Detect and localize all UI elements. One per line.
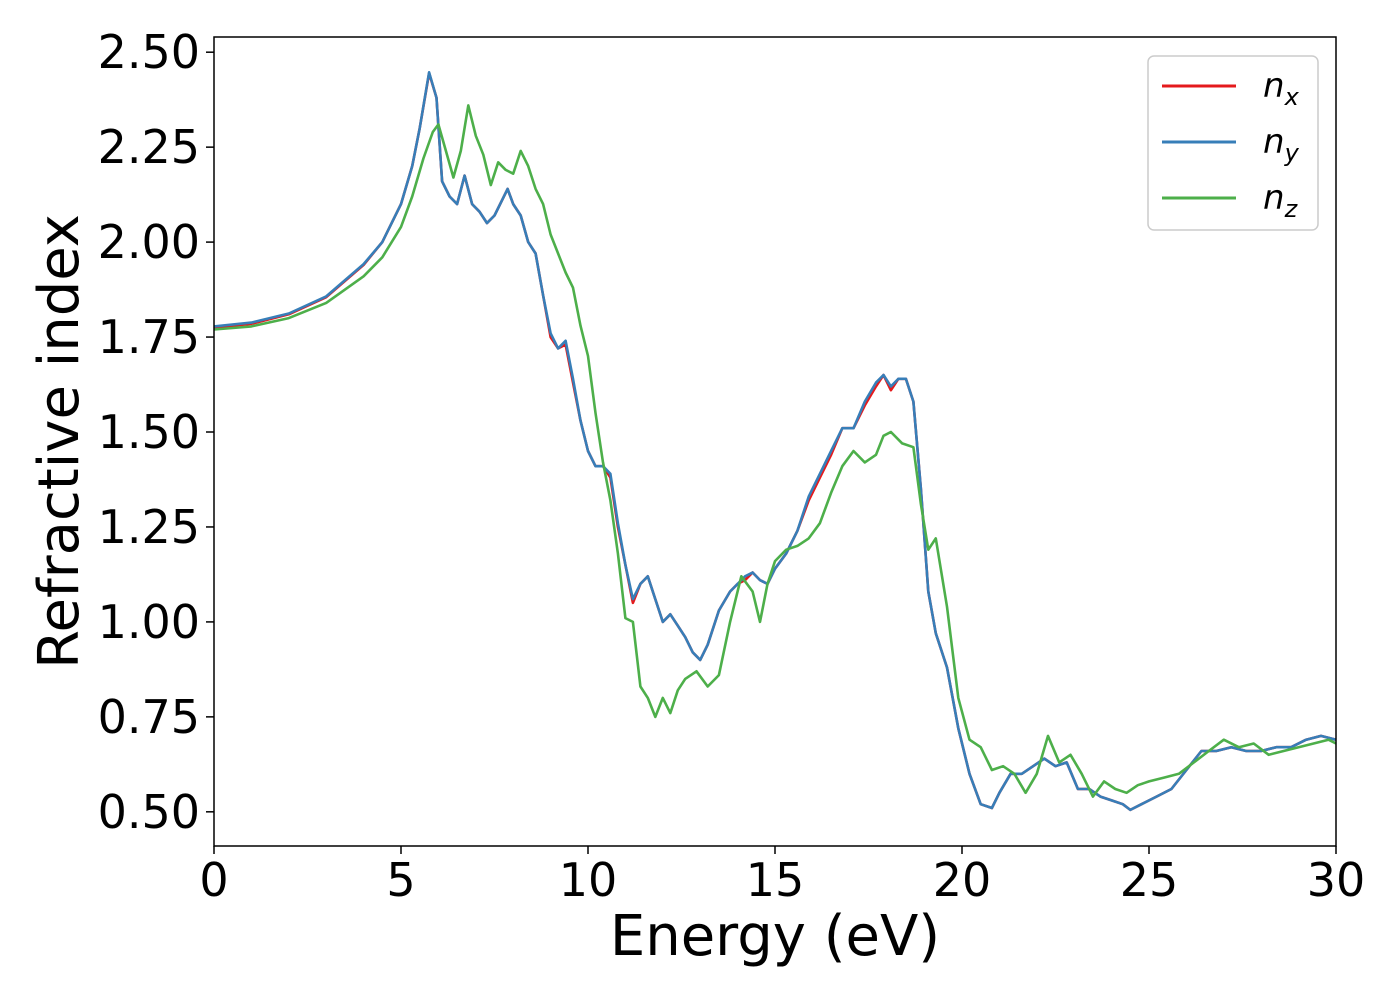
y-tick-label: 0.75 — [98, 690, 200, 744]
x-tick-label: 15 — [746, 853, 805, 907]
x-tick-label: 10 — [559, 853, 618, 907]
x-tick-label: 25 — [1120, 853, 1179, 907]
x-tick-label: 5 — [386, 853, 415, 907]
series-line-nz — [214, 104, 1336, 798]
y-tick-label: 2.00 — [98, 215, 200, 269]
y-tick-label: 0.50 — [98, 785, 200, 839]
y-axis-ticks: 0.50 0.75 1.00 1.25 1.50 1.75 2.00 2.25 2.50 — [98, 25, 214, 839]
x-axis-ticks: 0 5 10 15 20 25 30 — [199, 846, 1365, 907]
y-tick-label: 1.25 — [98, 500, 200, 554]
y-axis-label: Refractive index — [27, 214, 92, 669]
y-tick-label: 1.50 — [98, 405, 200, 459]
x-axis-label: Energy (eV) — [610, 904, 940, 969]
x-tick-label: 0 — [199, 853, 228, 907]
x-tick-label: 30 — [1307, 853, 1366, 907]
series-line-ny — [214, 71, 1336, 812]
plot-lines — [214, 71, 1336, 812]
y-tick-label: 1.75 — [98, 310, 200, 364]
y-tick-label: 1.00 — [98, 595, 200, 649]
y-tick-label: 2.25 — [98, 120, 200, 174]
x-tick-label: 20 — [933, 853, 992, 907]
y-tick-label: 2.50 — [98, 25, 200, 79]
